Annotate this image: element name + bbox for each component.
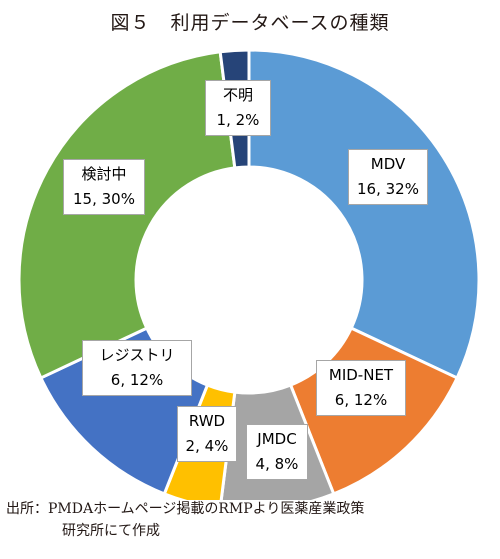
slice-label-rwd-value: 2, 4% xyxy=(185,437,229,455)
slice-label-mdv-value: 16, 32% xyxy=(357,180,419,198)
source-line-1: 出所：PMDAホームページ掲載のRMPより医薬産業政策 xyxy=(6,501,365,517)
slice-label-kentouchu-name: 検討中 xyxy=(81,165,127,183)
slice-label-fumei-name: 不明 xyxy=(222,86,253,104)
slice-label-mid-net: MID-NET 6, 12% xyxy=(316,360,406,416)
slice-label-mid-net-name: MID-NET xyxy=(328,366,394,384)
slice-label-rwd: RWD 2, 4% xyxy=(177,406,237,462)
slice-label-jmdc-name: JMDC xyxy=(257,430,297,448)
slice-label-jmdc: JMDC 4, 8% xyxy=(246,424,308,480)
slice-label-mdv-name: MDV xyxy=(370,155,406,173)
slice-label-rwd-name: RWD xyxy=(188,412,226,430)
slice-mdv xyxy=(247,48,481,380)
slice-label-kentouchu-value: 15, 30% xyxy=(73,190,135,208)
slice-label-kentouchu: 検討中 15, 30% xyxy=(63,159,145,215)
chart-title: 図５ 利用データベースの種類 xyxy=(110,12,390,34)
slice-label-jmdc-value: 4, 8% xyxy=(255,455,299,473)
slice-label-registry-name: レジストリ xyxy=(99,346,175,364)
slice-label-fumei: 不明 1, 2% xyxy=(205,80,271,136)
slice-label-mdv: MDV 16, 32% xyxy=(348,149,428,205)
source-note: 出所：PMDAホームページ掲載のRMPより医薬産業政策 研究所にて作成 xyxy=(6,498,496,542)
slice-label-fumei-value: 1, 2% xyxy=(216,111,260,129)
slice-label-mid-net-value: 6, 12% xyxy=(334,391,388,409)
slice-label-registry: レジストリ 6, 12% xyxy=(82,340,192,396)
source-line-2: 研究所にて作成 xyxy=(62,523,160,539)
slice-label-registry-value: 6, 12% xyxy=(110,371,164,389)
